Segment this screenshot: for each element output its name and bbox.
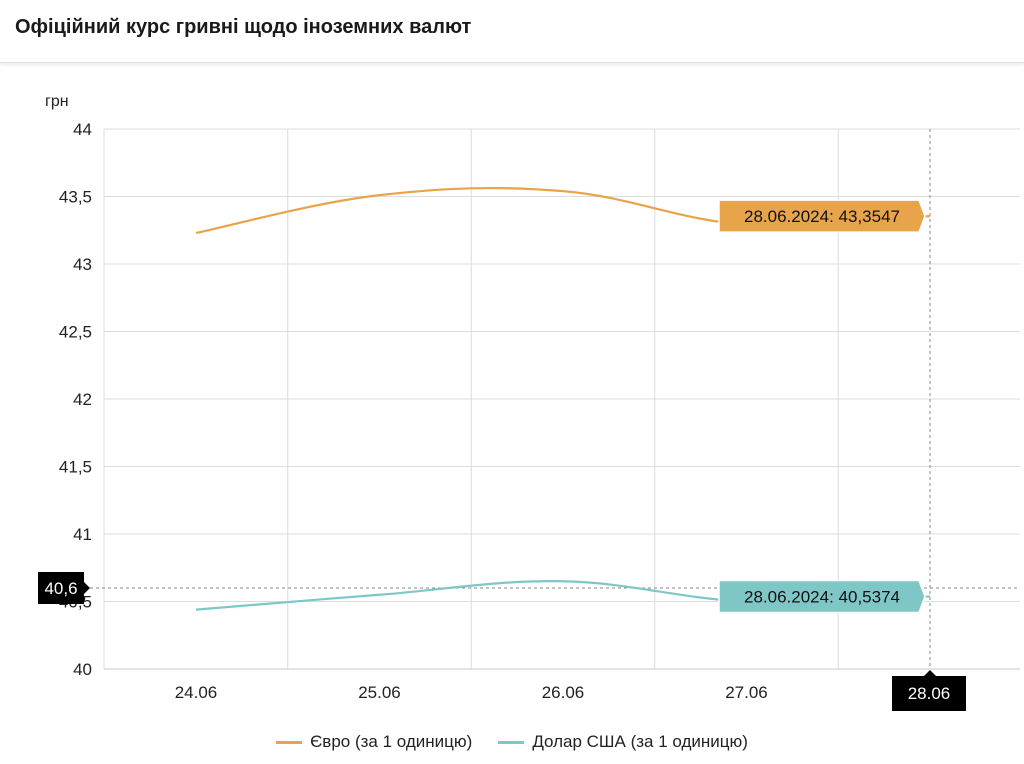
legend-label-euro: Євро (за 1 одиницю) xyxy=(310,732,473,751)
tooltip-text: 28.06.2024: 43,3547 xyxy=(744,207,900,226)
legend-swatch-usd xyxy=(498,740,525,744)
legend-swatch-euro xyxy=(276,740,303,744)
y-tick-label: 40 xyxy=(73,660,92,679)
crosshair-x-box xyxy=(892,676,966,711)
crosshair-y-pointer xyxy=(84,582,90,594)
tooltip-usd: 28.06.2024: 40,5374 xyxy=(718,579,926,614)
y-tick-label: 42,5 xyxy=(59,323,92,342)
tooltip-box xyxy=(718,199,926,233)
x-tick-label: 27.06 xyxy=(725,683,768,702)
crosshair-x-label: 28.06 xyxy=(892,670,966,711)
tooltip-text: 28.06.2024: 40,5374 xyxy=(744,587,900,606)
page-header: Офіційний курс гривні щодо іноземних вал… xyxy=(0,0,1024,63)
crosshair-y-box xyxy=(38,572,84,604)
tooltip-box xyxy=(718,579,926,614)
y-tick-label: 43 xyxy=(73,255,92,274)
x-tick-label: 24.06 xyxy=(175,683,218,702)
crosshair-y-label: 40,6 xyxy=(38,572,90,604)
y-tick-label: 41 xyxy=(73,525,92,544)
x-tick-label: 26.06 xyxy=(542,683,585,702)
crosshair-x-pointer xyxy=(924,670,936,676)
legend-item-euro[interactable]: Євро (за 1 одиницю) xyxy=(276,732,472,752)
y-axis-label: грн xyxy=(45,93,69,110)
y-tick-label: 42 xyxy=(73,390,92,409)
exchange-rate-chart[interactable]: 4040,54141,54242,54343,544грн24.0625.062… xyxy=(0,63,1024,723)
y-tick-label: 43,5 xyxy=(59,188,92,207)
legend-label-usd: Долар США (за 1 одиницю) xyxy=(532,732,748,751)
legend-item-usd[interactable]: Долар США (за 1 одиницю) xyxy=(498,732,748,752)
x-tick-label: 25.06 xyxy=(358,683,401,702)
crosshair-x-text: 28.06 xyxy=(908,684,951,703)
y-tick-label: 41,5 xyxy=(59,458,92,477)
y-tick-label: 44 xyxy=(73,120,92,139)
tooltip-euro: 28.06.2024: 43,3547 xyxy=(718,199,926,233)
page-title: Офіційний курс гривні щодо іноземних вал… xyxy=(15,16,472,38)
crosshair-y-text: 40,6 xyxy=(44,579,77,598)
chart-legend: Євро (за 1 одиницю) Долар США (за 1 один… xyxy=(0,729,1024,755)
